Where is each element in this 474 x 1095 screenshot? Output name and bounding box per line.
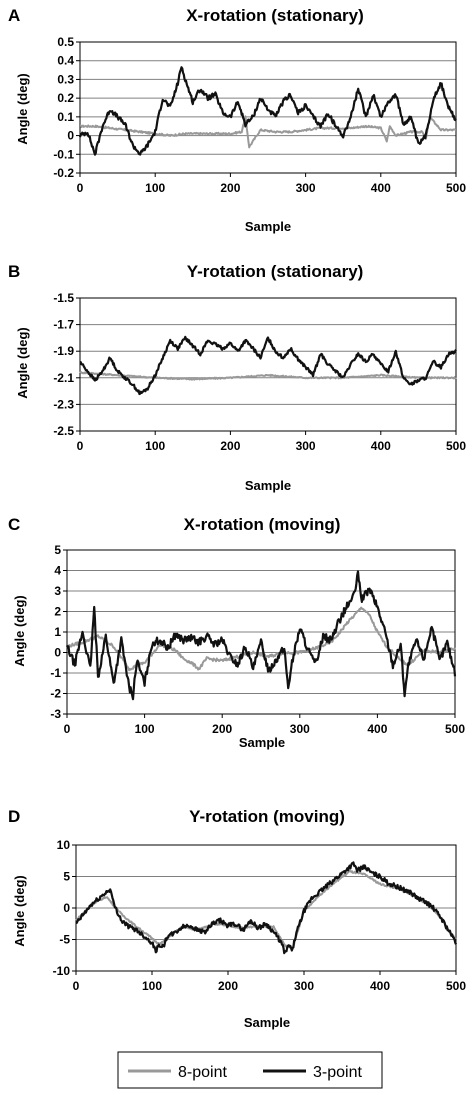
series-line-8-point <box>79 371 457 381</box>
x-tick-label: 300 <box>296 181 316 195</box>
y-tick-label: 0 <box>67 129 74 143</box>
x-tick-label: 200 <box>218 979 238 993</box>
panel-label: A <box>8 6 20 25</box>
series-line-8-point <box>79 115 457 149</box>
legend: 8-point 3-point <box>117 1051 383 1089</box>
x-tick-label: 400 <box>367 722 387 736</box>
x-tick-label: 400 <box>371 439 391 453</box>
series-line-8-point <box>75 870 457 951</box>
series-line-3-point <box>65 570 457 701</box>
plot-frame <box>75 844 457 972</box>
y-tick-label: 0 <box>54 646 61 660</box>
y-tick-label: 0.3 <box>57 72 74 86</box>
x-tick-label: 0 <box>77 181 84 195</box>
x-tick-label: 500 <box>446 181 466 195</box>
x-tick-label: 0 <box>64 722 71 736</box>
y-tick-label: 0.1 <box>57 110 74 124</box>
chart-title: X-rotation (stationary) <box>186 6 364 25</box>
x-tick-label: 100 <box>145 439 165 453</box>
y-tick-label: 0 <box>63 901 70 915</box>
y-tick-label: -1.5 <box>53 291 74 305</box>
plot-area: -2.5 -2.3 -2.1 -1.9 -1.7 -1.5 0 100 200 300 400 500 <box>53 291 466 453</box>
chart-panel-c: C X-rotation (moving) Angle (deg) Sample… <box>8 515 465 750</box>
x-tick-label: 500 <box>446 439 466 453</box>
x-tick-label: 0 <box>77 439 84 453</box>
y-tick-label: 3 <box>54 584 61 598</box>
chart-title: X-rotation (moving) <box>184 515 341 534</box>
panel-label: D <box>8 807 20 826</box>
x-tick-label: 400 <box>371 181 391 195</box>
y-tick-label: 4 <box>54 564 61 578</box>
x-tick-label: 100 <box>142 979 162 993</box>
y-tick-label: 0.4 <box>57 54 74 68</box>
y-tick-label: -2.5 <box>53 424 74 438</box>
y-tick-label: 5 <box>63 870 70 884</box>
chart-panel-a: A X-rotation (stationary) Angle (deg) Sa… <box>8 6 466 234</box>
plot-area: -0.2 -0.1 0 0.1 0.2 0.3 0.4 0.5 0 100 200 300 400 500 <box>53 35 466 195</box>
x-tick-label: 400 <box>370 979 390 993</box>
panel-label: C <box>8 515 20 534</box>
y-axis-label: Angle (deg) <box>15 327 30 399</box>
x-tick-label: 500 <box>445 722 465 736</box>
y-tick-label: -1 <box>50 666 61 680</box>
x-tick-label: 300 <box>290 722 310 736</box>
y-tick-label: 1 <box>54 625 61 639</box>
x-axis-label: Sample <box>245 219 291 234</box>
x-axis-label: Sample <box>239 735 285 750</box>
plot-frame <box>66 549 456 715</box>
series-line-3-point <box>79 335 457 396</box>
y-tick-label: -2.1 <box>53 371 74 385</box>
y-tick-label: -5 <box>59 933 70 947</box>
y-axis-label: Angle (deg) <box>15 73 30 145</box>
plot-area: -3 -2 -1 0 1 2 3 4 5 0 100 200 300 400 500 <box>50 543 465 736</box>
y-axis-label: Angle (deg) <box>12 595 27 667</box>
series-line-3-point <box>75 861 458 955</box>
legend-label-8-point: 8-point <box>178 1064 227 1081</box>
chart-panel-d: D Y-rotation (moving) Angle (deg) Sample… <box>8 807 466 1030</box>
y-tick-label: 0.5 <box>57 35 74 49</box>
series-line-3-point <box>78 66 457 156</box>
y-tick-label: -1.9 <box>53 344 74 358</box>
y-axis-label: Angle (deg) <box>12 875 27 947</box>
y-tick-label: -3 <box>50 707 61 721</box>
y-tick-label: 2 <box>54 605 61 619</box>
x-tick-label: 200 <box>220 439 240 453</box>
x-tick-label: 0 <box>73 979 80 993</box>
chart-panel-b: B Y-rotation (stationary) Angle (deg) Sa… <box>8 262 466 493</box>
chart-title: Y-rotation (stationary) <box>187 262 364 281</box>
panel-label: B <box>8 262 20 281</box>
plot-frame <box>79 297 457 432</box>
y-tick-label: -1.7 <box>53 318 74 332</box>
x-axis-label: Sample <box>244 1015 290 1030</box>
y-tick-label: 5 <box>54 543 61 557</box>
x-tick-label: 500 <box>446 979 466 993</box>
x-tick-label: 200 <box>212 722 232 736</box>
y-tick-label: -2.3 <box>53 397 74 411</box>
y-tick-label: -0.1 <box>53 147 74 161</box>
plot-frame <box>79 41 457 174</box>
x-tick-label: 100 <box>145 181 165 195</box>
x-axis-label: Sample <box>245 478 291 493</box>
y-tick-label: -0.2 <box>53 166 74 180</box>
legend-label-3-point: 3-point <box>313 1064 362 1081</box>
y-tick-label: -10 <box>53 964 71 978</box>
chart-title: Y-rotation (moving) <box>189 807 345 826</box>
y-tick-label: -2 <box>50 687 61 701</box>
x-tick-label: 300 <box>294 979 314 993</box>
x-tick-label: 300 <box>296 439 316 453</box>
x-tick-label: 100 <box>135 722 155 736</box>
y-tick-label: 10 <box>57 838 71 852</box>
y-tick-label: 0.2 <box>57 91 74 105</box>
x-tick-label: 200 <box>220 181 240 195</box>
